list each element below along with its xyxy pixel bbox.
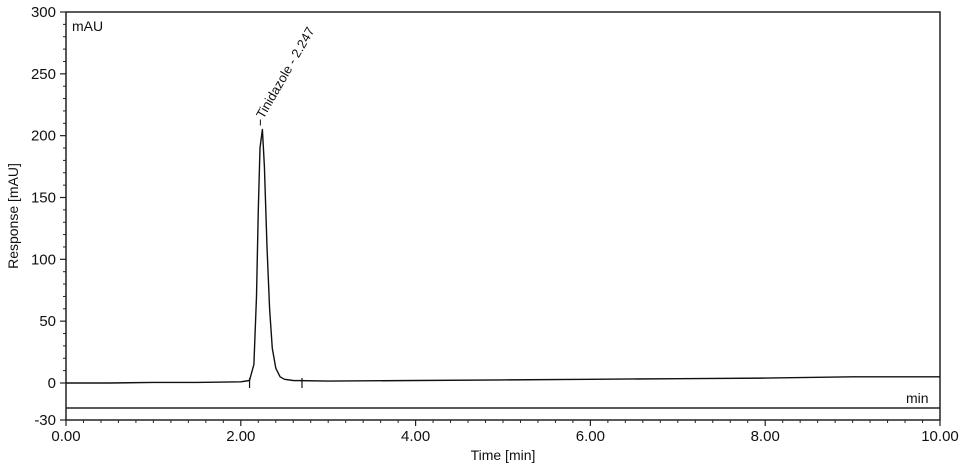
x-tick-label: 4.00 <box>401 428 430 445</box>
y-axis-title: Response [mAU] <box>5 163 21 269</box>
plot-frame <box>65 11 941 421</box>
y-tick-label: 50 <box>39 313 56 330</box>
y-axis: 300 250 200 150 100 50 0 -30 <box>31 4 66 429</box>
x-axis-title: Time [min] <box>471 447 536 463</box>
x-tick-label: 10.00 <box>921 428 959 445</box>
annotation-layer: Tinidazole - 2.247 <box>248 24 317 388</box>
x-tick-label: 6.00 <box>576 428 605 445</box>
y-tick-label: 250 <box>31 66 56 83</box>
y-tick-label: 100 <box>31 251 56 268</box>
y-unit-label: mAU <box>72 18 103 34</box>
y-tick-label: 150 <box>31 190 56 207</box>
y-tick-label: 0 <box>48 375 56 392</box>
chromatogram-trace <box>66 128 940 384</box>
y-tick-label: -30 <box>34 412 56 429</box>
x-tick-label: 2.00 <box>226 428 255 445</box>
y-tick-label: 300 <box>31 4 56 21</box>
x-unit-label: min <box>906 390 929 406</box>
y-tick-label: 200 <box>31 128 56 145</box>
series-layer <box>66 128 940 384</box>
x-axis: 0.00 2.00 4.00 6.00 8.00 10.00 <box>51 420 959 445</box>
x-tick-label: 8.00 <box>751 428 780 445</box>
x-tick-label: 0.00 <box>51 428 80 445</box>
peak-label: Tinidazole - 2.247 <box>253 24 317 121</box>
